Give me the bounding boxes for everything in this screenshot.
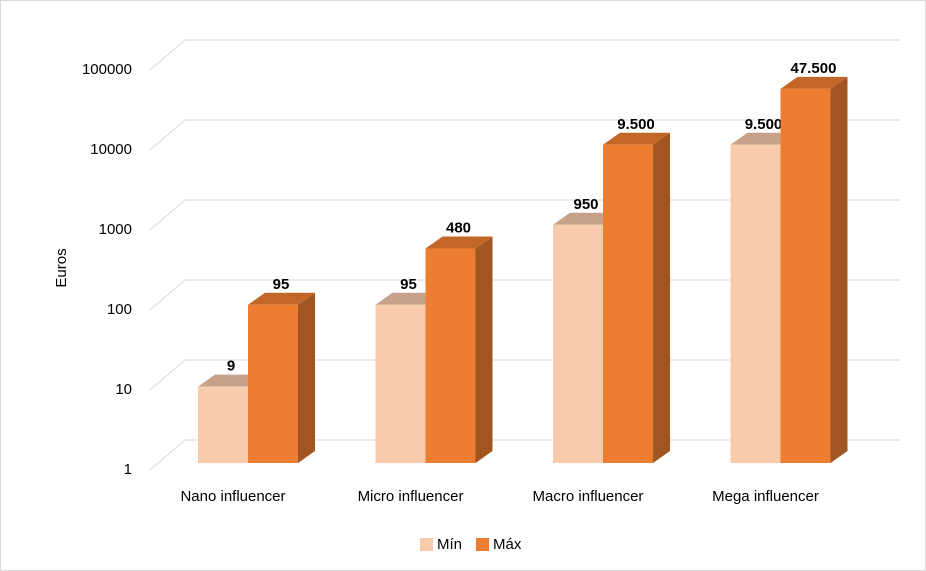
- x-tick-label: Macro influencer: [533, 488, 644, 505]
- grid-line: [149, 439, 186, 471]
- grid-line: [149, 359, 186, 391]
- bar-top: [425, 236, 493, 249]
- bar-top: [603, 132, 670, 145]
- data-label: 95: [400, 276, 417, 293]
- y-axis-label: Euros: [53, 248, 70, 287]
- grid-line: [149, 199, 186, 231]
- y-tick-label: 10000: [90, 141, 132, 158]
- bar: [780, 88, 831, 464]
- x-tick-label: Mega influencer: [712, 488, 819, 505]
- bar-top: [780, 76, 848, 89]
- bar: [553, 224, 603, 463]
- bar: [375, 304, 426, 463]
- bar-side: [298, 292, 315, 463]
- grid-line: [149, 39, 186, 71]
- y-tick-label: 100000: [82, 61, 132, 78]
- legend-swatch: [476, 538, 490, 551]
- y-tick-label: 100: [107, 301, 132, 318]
- legend-swatch: [420, 538, 433, 551]
- data-label: 95: [273, 276, 290, 293]
- data-label: 950: [573, 196, 598, 213]
- data-label: 9.500: [617, 116, 655, 133]
- bar-side: [475, 236, 493, 463]
- x-tick-label: Nano influencer: [180, 488, 285, 505]
- bar-side: [830, 76, 848, 464]
- bar: [425, 248, 476, 463]
- grid-line: [149, 279, 186, 311]
- y-tick-label: 1: [124, 461, 132, 478]
- data-label: 480: [446, 219, 471, 236]
- legend-label: Mín: [437, 536, 462, 553]
- x-tick-label: Micro influencer: [358, 488, 464, 505]
- bar: [730, 144, 781, 463]
- data-label: 9.500: [745, 116, 783, 133]
- bar-side: [653, 132, 670, 463]
- bar-top: [248, 292, 315, 305]
- bar: [248, 304, 298, 463]
- bar: [603, 144, 653, 463]
- legend-label: Máx: [493, 536, 522, 553]
- grid-line: [149, 119, 186, 151]
- y-tick-label: 1000: [99, 221, 132, 238]
- y-tick-label: 10: [115, 381, 132, 398]
- data-label: 47.500: [791, 60, 837, 77]
- bar: [198, 386, 248, 463]
- data-label: 9: [227, 358, 235, 375]
